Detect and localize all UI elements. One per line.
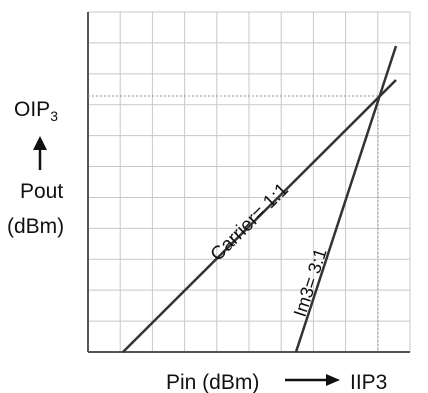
im3-line-label: Im3= 3:1: [290, 246, 331, 319]
oip3-label-subscript: 3: [50, 108, 58, 124]
im3-line: [294, 45, 398, 353]
pout-label: Pout: [20, 180, 63, 203]
pout-unit-label: (dBm): [7, 215, 64, 238]
pin-label: Pin (dBm): [166, 371, 259, 393]
iip3-label: IIP3: [350, 371, 387, 393]
x-arrow-head-icon: [326, 374, 340, 386]
oip3-label-main: OIP: [14, 98, 50, 121]
y-arrow-head-icon: [33, 136, 47, 150]
carrier-line-label: Carrier= 1:1: [207, 179, 293, 265]
oip3-label: OIP3: [14, 98, 58, 124]
carrier-line: [122, 79, 397, 353]
grid-lines: [88, 11, 411, 352]
